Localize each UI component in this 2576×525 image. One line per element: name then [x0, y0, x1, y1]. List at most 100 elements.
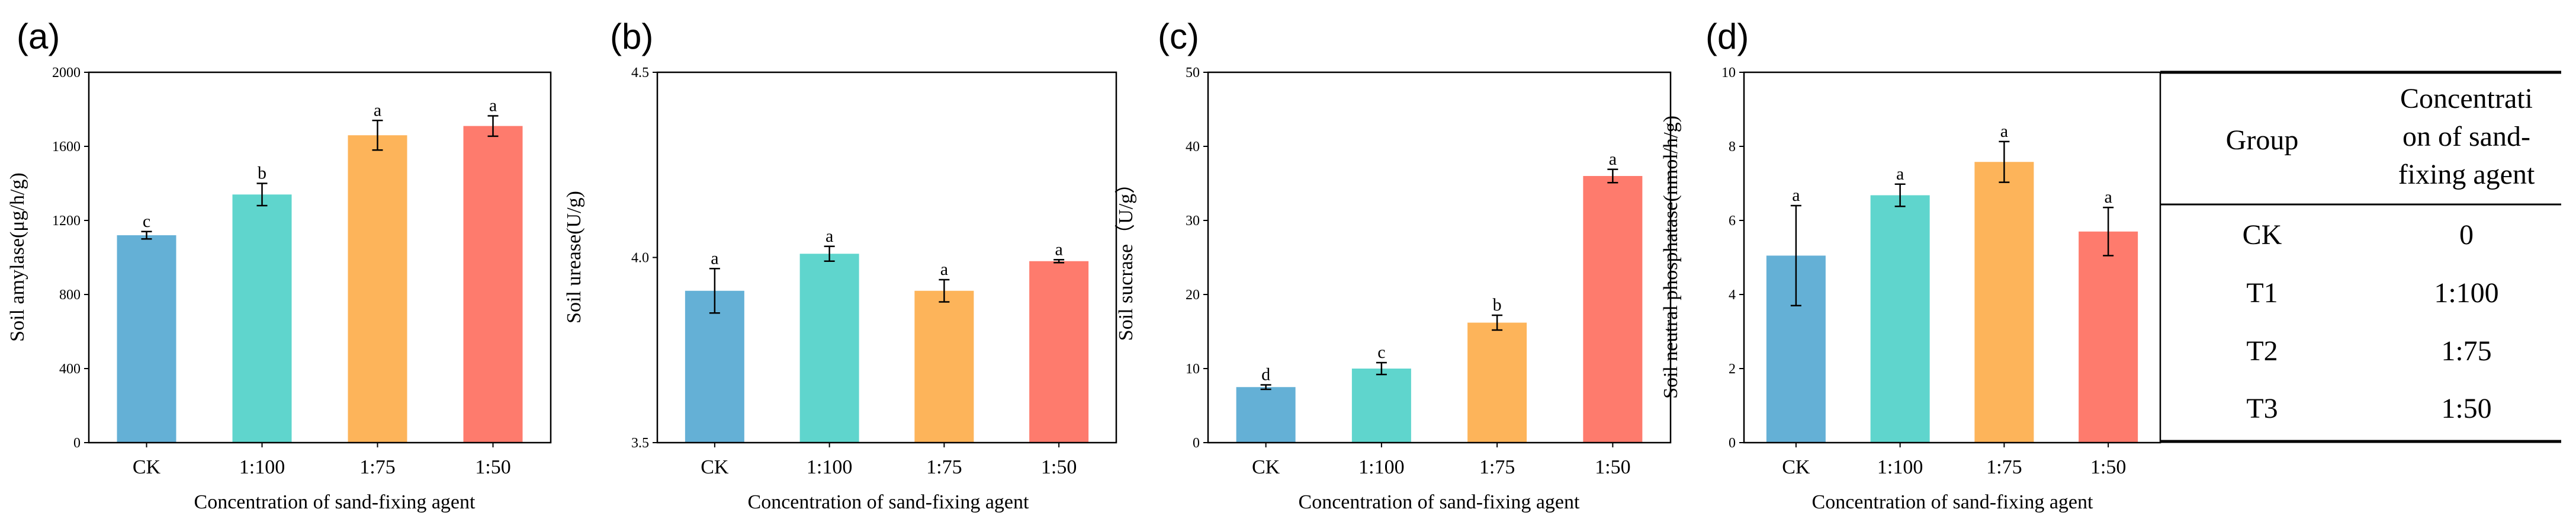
table-row-t2-conc: 1:75 — [2441, 335, 2491, 367]
bar-1:75 — [1467, 322, 1527, 443]
table-row-t1-group: T1 — [2246, 277, 2278, 309]
panel-label: (c) — [1158, 17, 1199, 56]
y-tick-label: 0 — [1729, 436, 1736, 451]
chart-panel-1: (a) c CK b 1:100 a 1:75 a 1:50 0 400 800 1200 1600 200… — [7, 17, 552, 513]
y-tick-label: 2000 — [52, 65, 81, 81]
x-tick-label-1:100: 1:100 — [239, 456, 285, 478]
table-header-conc-line-3: fixing agent — [2398, 159, 2535, 190]
significance-label-1:100: a — [826, 226, 833, 246]
x-tick-label-1:100: 1:100 — [1877, 456, 1923, 478]
x-tick-label-1:75: 1:75 — [1479, 456, 1515, 478]
bar-1:75 — [348, 135, 407, 443]
significance-label-1:50: a — [1609, 149, 1617, 169]
x-tick-label-CK: CK — [1782, 456, 1810, 478]
significance-label-1:75: a — [940, 260, 948, 279]
y-tick-label: 30 — [1186, 213, 1200, 229]
panel-label: (b) — [610, 17, 653, 56]
x-tick-label-1:75: 1:75 — [1986, 456, 2022, 478]
y-tick-label: 6 — [1729, 213, 1736, 229]
bar-1:100 — [232, 194, 292, 443]
significance-label-1:50: a — [1055, 239, 1062, 259]
y-tick-label: 1600 — [52, 139, 81, 155]
y-tick-label: 400 — [59, 361, 81, 377]
x-axis-title: Concentration of sand-fixing agent — [1299, 491, 1580, 513]
x-axis-title: Concentration of sand-fixing agent — [1812, 491, 2093, 513]
bar-1:100 — [799, 254, 859, 443]
significance-label-1:50: a — [2104, 187, 2112, 207]
bar-CK — [685, 290, 744, 443]
x-tick-label-1:100: 1:100 — [1358, 456, 1404, 478]
y-tick-label: 10 — [1721, 65, 1736, 81]
chart-panel-2: (b) a CK a 1:100 a 1:75 a 1:50 3.5 4.0 4.5 Concentra… — [563, 17, 1117, 513]
table-header-group: Group — [2226, 124, 2299, 156]
x-tick-label-1:50: 1:50 — [1595, 456, 1630, 478]
table-row-t3-group: T3 — [2246, 393, 2278, 424]
bar-1:50 — [2079, 231, 2138, 443]
y-tick-label: 8 — [1729, 139, 1736, 155]
significance-label-1:75: a — [374, 100, 381, 120]
x-axis-title: Concentration of sand-fixing agent — [748, 491, 1029, 513]
bar-CK — [1236, 387, 1296, 443]
y-tick-label: 4.5 — [631, 65, 649, 81]
y-tick-label: 20 — [1186, 287, 1200, 303]
table-header-conc-line-2: on of sand- — [2402, 121, 2530, 152]
x-tick-label-1:50: 1:50 — [2090, 456, 2126, 478]
x-tick-label-CK: CK — [701, 456, 729, 478]
significance-label-CK: a — [1792, 185, 1800, 205]
chart-panel-3: (c) d CK c 1:100 b 1:75 a 1:50 0 10 20 30 40 50 Concent… — [1114, 17, 1672, 513]
table-row-t2-group: T2 — [2246, 335, 2278, 367]
y-tick-label: 4 — [1729, 287, 1736, 303]
bar-1:50 — [1029, 261, 1089, 443]
x-axis-title: Concentration of sand-fixing agent — [194, 491, 476, 513]
y-tick-label: 0 — [73, 436, 81, 451]
y-tick-label: 800 — [59, 287, 81, 303]
y-tick-label: 1200 — [52, 213, 81, 229]
y-axis-title: Soil neutral phosphatase(nmol/h/g) — [1660, 116, 1682, 399]
panel-label: (d) — [1705, 17, 1749, 56]
legend-table: Group Concentrati on of sand- fixing age… — [2160, 71, 2561, 443]
x-tick-label-1:50: 1:50 — [475, 456, 510, 478]
table-row-t1-conc: 1:100 — [2434, 277, 2498, 309]
y-axis-title: Soil urease(U/g) — [563, 191, 585, 324]
significance-label-CK: a — [711, 248, 718, 268]
significance-label-CK: d — [1261, 365, 1270, 385]
significance-label-1:75: a — [2000, 121, 2008, 141]
x-tick-label-CK: CK — [133, 456, 161, 478]
y-tick-label: 2 — [1729, 361, 1736, 377]
y-axis-title: Soil amylase(μg/h/g) — [7, 172, 28, 341]
x-tick-label-CK: CK — [1252, 456, 1280, 478]
panel-label: (a) — [17, 17, 60, 56]
x-tick-label-1:100: 1:100 — [807, 456, 852, 478]
significance-label-1:100: b — [258, 164, 266, 183]
bar-1:75 — [914, 290, 974, 443]
plot-frame — [1207, 71, 1672, 444]
bar-1:50 — [1583, 176, 1643, 443]
y-tick-label: 40 — [1186, 139, 1200, 155]
significance-label-CK: c — [143, 212, 150, 231]
y-tick-label: 0 — [1193, 436, 1200, 451]
bar-1:100 — [1870, 195, 1930, 443]
y-axis-title: Soil sucrase（U/g） — [1114, 174, 1137, 341]
table-row-t3-conc: 1:50 — [2441, 393, 2491, 424]
plot-frame — [1743, 71, 2161, 444]
bar-1:100 — [1351, 369, 1411, 443]
bar-CK — [117, 235, 176, 443]
table-row-ck-conc: 0 — [2459, 219, 2474, 251]
significance-label-1:100: c — [1377, 342, 1385, 362]
bar-1:75 — [1974, 162, 2034, 443]
x-tick-label-1:75: 1:75 — [359, 456, 395, 478]
plot-frame — [88, 71, 552, 444]
table-header-conc-line-1: Concentrati — [2400, 83, 2533, 114]
significance-label-1:75: b — [1493, 295, 1502, 315]
y-tick-label: 3.5 — [631, 436, 649, 451]
y-tick-label: 50 — [1186, 65, 1200, 81]
bar-1:50 — [463, 126, 523, 443]
x-tick-label-1:50: 1:50 — [1041, 456, 1077, 478]
chart-panel-4: (d) a CK a 1:100 a 1:75 a 1:50 0 2 4 6 8 10 Concentrati… — [1660, 17, 2161, 513]
plot-frame — [656, 71, 1117, 444]
table-row-ck-group: CK — [2243, 219, 2282, 251]
significance-label-1:100: a — [1896, 164, 1904, 184]
y-tick-label: 10 — [1186, 361, 1200, 377]
y-tick-label: 4.0 — [631, 251, 649, 266]
